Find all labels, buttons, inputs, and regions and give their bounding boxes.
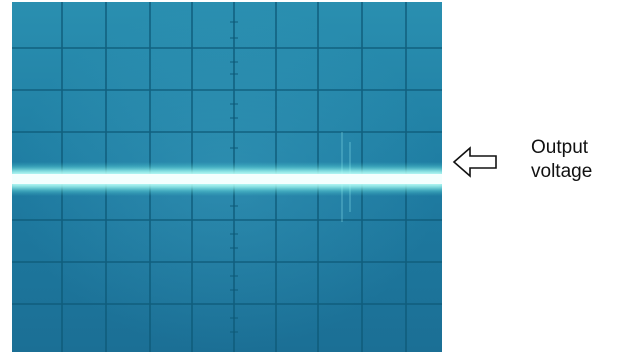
signal-trace bbox=[12, 174, 442, 184]
label-line-2: voltage bbox=[531, 161, 593, 182]
label-line-1: Output bbox=[531, 137, 589, 158]
oscilloscope-screen bbox=[12, 2, 442, 352]
left-arrow-icon bbox=[452, 146, 497, 178]
output-voltage-label: Output voltage bbox=[531, 136, 592, 184]
